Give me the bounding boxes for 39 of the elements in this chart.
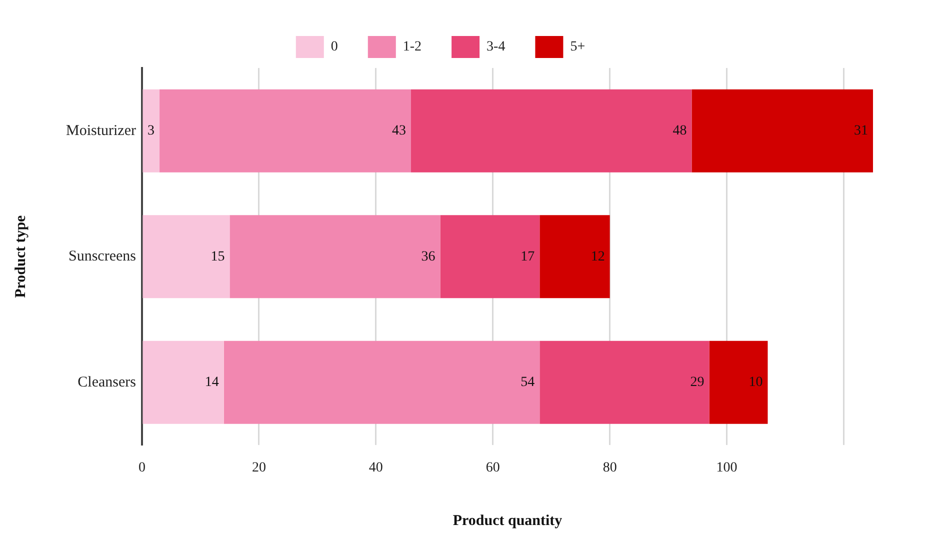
x-tick-label: 80 xyxy=(602,460,617,476)
bar xyxy=(160,89,411,172)
data-label: 15 xyxy=(210,249,225,264)
data-label: 48 xyxy=(672,124,687,139)
x-tick-label: 100 xyxy=(716,460,738,476)
data-label: 17 xyxy=(520,249,535,264)
data-label: 54 xyxy=(520,375,535,390)
legend-label: 0 xyxy=(330,40,338,55)
legend-label: 1-2 xyxy=(402,40,422,55)
y-tick-label: Sunscreens xyxy=(68,248,136,265)
x-tick-label: 0 xyxy=(138,460,146,476)
x-tick-label: 60 xyxy=(486,460,500,476)
bar xyxy=(709,340,768,424)
bar xyxy=(142,340,224,424)
x-axis-title: Product quantity xyxy=(452,512,563,529)
legend-label: 3-4 xyxy=(486,40,506,55)
data-label: 10 xyxy=(748,375,763,390)
bar xyxy=(540,215,610,298)
bar xyxy=(440,215,540,298)
legend-label: 5+ xyxy=(570,40,586,55)
x-tick-label: 20 xyxy=(252,460,266,476)
y-tick-label: Moisturizer xyxy=(66,122,136,139)
bar xyxy=(692,89,873,172)
bar xyxy=(230,215,440,298)
bar xyxy=(410,89,692,172)
data-label: 14 xyxy=(204,375,219,390)
data-label: 36 xyxy=(421,249,436,264)
y-tick-label: Cleansers xyxy=(78,374,136,390)
data-label: 31 xyxy=(854,124,868,139)
bar xyxy=(142,215,230,298)
data-label: 12 xyxy=(590,249,605,264)
x-tick-label: 40 xyxy=(368,460,383,476)
bar xyxy=(540,340,710,424)
data-label: 3 xyxy=(148,124,155,139)
data-label: 43 xyxy=(392,124,406,139)
bar xyxy=(142,89,160,172)
data-label: 29 xyxy=(690,375,704,390)
bar xyxy=(224,340,540,424)
y-axis-title: Product type xyxy=(12,214,29,298)
